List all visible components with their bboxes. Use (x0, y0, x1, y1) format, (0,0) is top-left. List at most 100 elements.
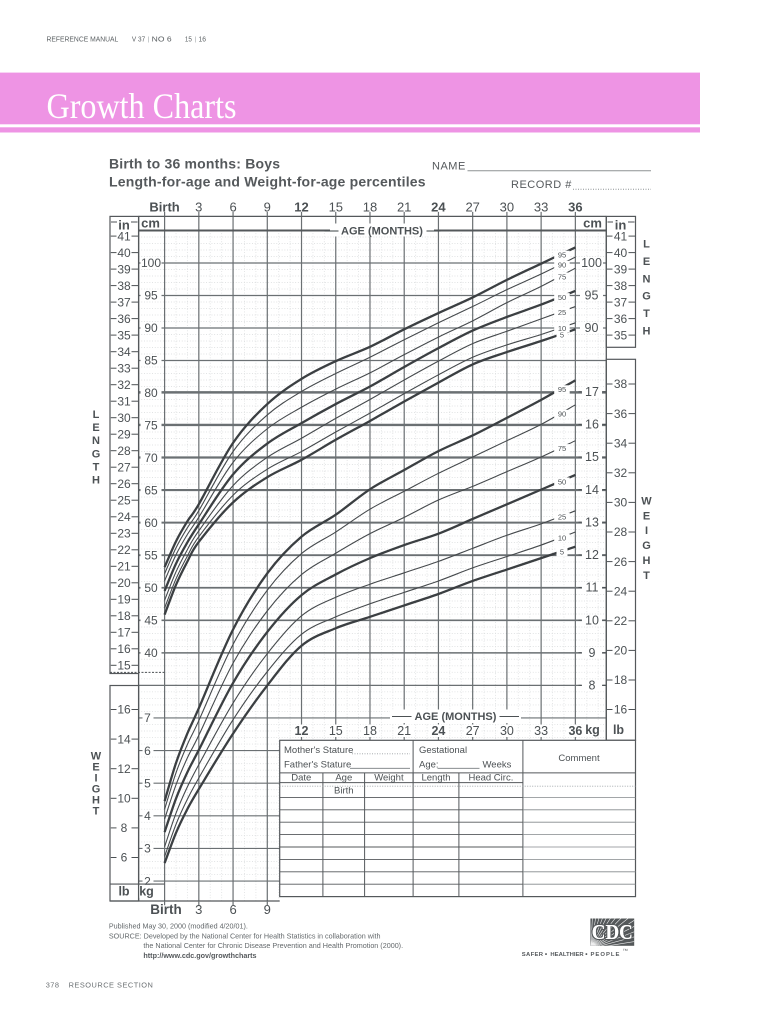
svg-text:RESOURCE SECTION: RESOURCE SECTION (69, 981, 154, 990)
svg-text:15: 15 (585, 450, 599, 464)
svg-text:65: 65 (144, 484, 158, 498)
svg-text:H: H (643, 326, 651, 338)
svg-text:™: ™ (623, 949, 629, 955)
svg-text:3: 3 (195, 902, 202, 917)
svg-text:10: 10 (558, 324, 566, 333)
svg-text:70: 70 (144, 451, 158, 465)
svg-text:75: 75 (558, 444, 566, 453)
svg-text:90: 90 (144, 321, 158, 335)
svg-text:cm: cm (141, 216, 160, 231)
svg-text:33: 33 (117, 361, 131, 375)
svg-text:35: 35 (117, 328, 131, 342)
svg-text:G: G (642, 540, 651, 552)
svg-text:25: 25 (558, 513, 566, 522)
svg-text:30: 30 (117, 411, 131, 425)
svg-text:37: 37 (117, 295, 131, 309)
svg-text:9: 9 (264, 902, 271, 917)
svg-text:5: 5 (560, 548, 564, 557)
svg-text:36: 36 (117, 312, 131, 326)
svg-text:29: 29 (117, 427, 131, 441)
svg-text:45: 45 (144, 614, 158, 628)
svg-text:W: W (641, 496, 652, 508)
svg-text:20: 20 (117, 576, 131, 590)
svg-text:22: 22 (117, 543, 131, 557)
svg-text:34: 34 (117, 345, 131, 359)
svg-text:E: E (643, 510, 650, 522)
svg-text:Head Circ.: Head Circ. (468, 773, 513, 784)
svg-text:38: 38 (614, 377, 628, 391)
svg-text:38: 38 (614, 279, 628, 293)
svg-text:Age: Age (335, 773, 352, 784)
svg-text:T: T (643, 570, 650, 582)
svg-text:27: 27 (465, 200, 479, 215)
svg-text:28: 28 (117, 444, 131, 458)
svg-text:12: 12 (117, 762, 131, 776)
svg-text:90: 90 (558, 410, 566, 419)
svg-text:36: 36 (614, 312, 628, 326)
svg-text:95: 95 (558, 385, 566, 394)
svg-text:18: 18 (614, 673, 628, 687)
svg-text:G: G (92, 448, 101, 460)
svg-text:REFERENCE MANUAL: REFERENCE MANUAL (47, 35, 119, 44)
svg-text:12: 12 (295, 724, 309, 738)
svg-text:Birth to 36 months: Boys: Birth to 36 months: Boys (109, 156, 280, 172)
svg-text:SAFER: SAFER (522, 952, 544, 958)
svg-text:33: 33 (534, 724, 548, 738)
svg-text:40: 40 (117, 246, 131, 260)
svg-text:•: • (545, 951, 548, 958)
svg-text:31: 31 (117, 394, 131, 408)
svg-text:kg: kg (585, 723, 600, 737)
svg-text:9: 9 (264, 200, 271, 215)
svg-text:24: 24 (117, 510, 131, 524)
svg-text:41: 41 (117, 229, 131, 243)
svg-text:8: 8 (121, 821, 128, 835)
svg-text:Father's Stature: Father's Stature (284, 759, 351, 770)
svg-text:36: 36 (568, 200, 582, 215)
svg-text:378: 378 (46, 981, 60, 990)
svg-text:Growth Charts: Growth Charts (47, 86, 237, 126)
svg-text:100: 100 (141, 256, 161, 270)
svg-text:T: T (643, 308, 650, 320)
svg-text:14: 14 (585, 483, 599, 497)
svg-text:50: 50 (144, 581, 158, 595)
svg-text:10: 10 (558, 534, 566, 543)
svg-text:N: N (92, 435, 100, 447)
svg-text:Birth: Birth (149, 200, 179, 215)
svg-text:90: 90 (558, 261, 566, 270)
svg-text:14: 14 (117, 732, 131, 746)
svg-text:15: 15 (117, 659, 131, 673)
svg-text:V 37: V 37 (132, 35, 145, 44)
svg-text:16: 16 (199, 35, 207, 44)
svg-text:21: 21 (117, 560, 131, 574)
svg-text:W: W (91, 751, 102, 763)
svg-text:16: 16 (117, 703, 131, 717)
svg-text:CDC: CDC (592, 920, 633, 944)
svg-text:L: L (93, 409, 100, 421)
svg-text:5: 5 (144, 776, 151, 790)
svg-text:2: 2 (144, 874, 151, 888)
svg-text:H: H (92, 475, 100, 487)
svg-text:75: 75 (144, 419, 158, 433)
svg-text:80: 80 (144, 386, 158, 400)
svg-text:39: 39 (614, 262, 628, 276)
svg-text:30: 30 (500, 724, 514, 738)
svg-text:L: L (643, 239, 650, 251)
svg-text:CDC: CDC (592, 920, 633, 944)
svg-text:21: 21 (397, 200, 411, 215)
svg-text:41: 41 (614, 229, 628, 243)
svg-text:Date: Date (291, 773, 311, 784)
svg-text:lb: lb (613, 723, 624, 737)
svg-text:cm: cm (583, 216, 602, 231)
svg-text:30: 30 (614, 496, 628, 510)
svg-text:40: 40 (614, 246, 628, 260)
svg-text:15: 15 (329, 724, 343, 738)
svg-text:15: 15 (185, 35, 192, 44)
svg-text:7: 7 (144, 711, 151, 725)
svg-text:6: 6 (144, 744, 151, 758)
svg-text:T: T (93, 461, 100, 473)
svg-text:8: 8 (589, 679, 596, 693)
svg-text:19: 19 (117, 593, 131, 607)
svg-text:T: T (93, 806, 100, 818)
svg-text:Published May 30, 2000 (modifi: Published May 30, 2000 (modified 4/20/01… (109, 922, 248, 931)
svg-text:|: | (195, 36, 197, 43)
